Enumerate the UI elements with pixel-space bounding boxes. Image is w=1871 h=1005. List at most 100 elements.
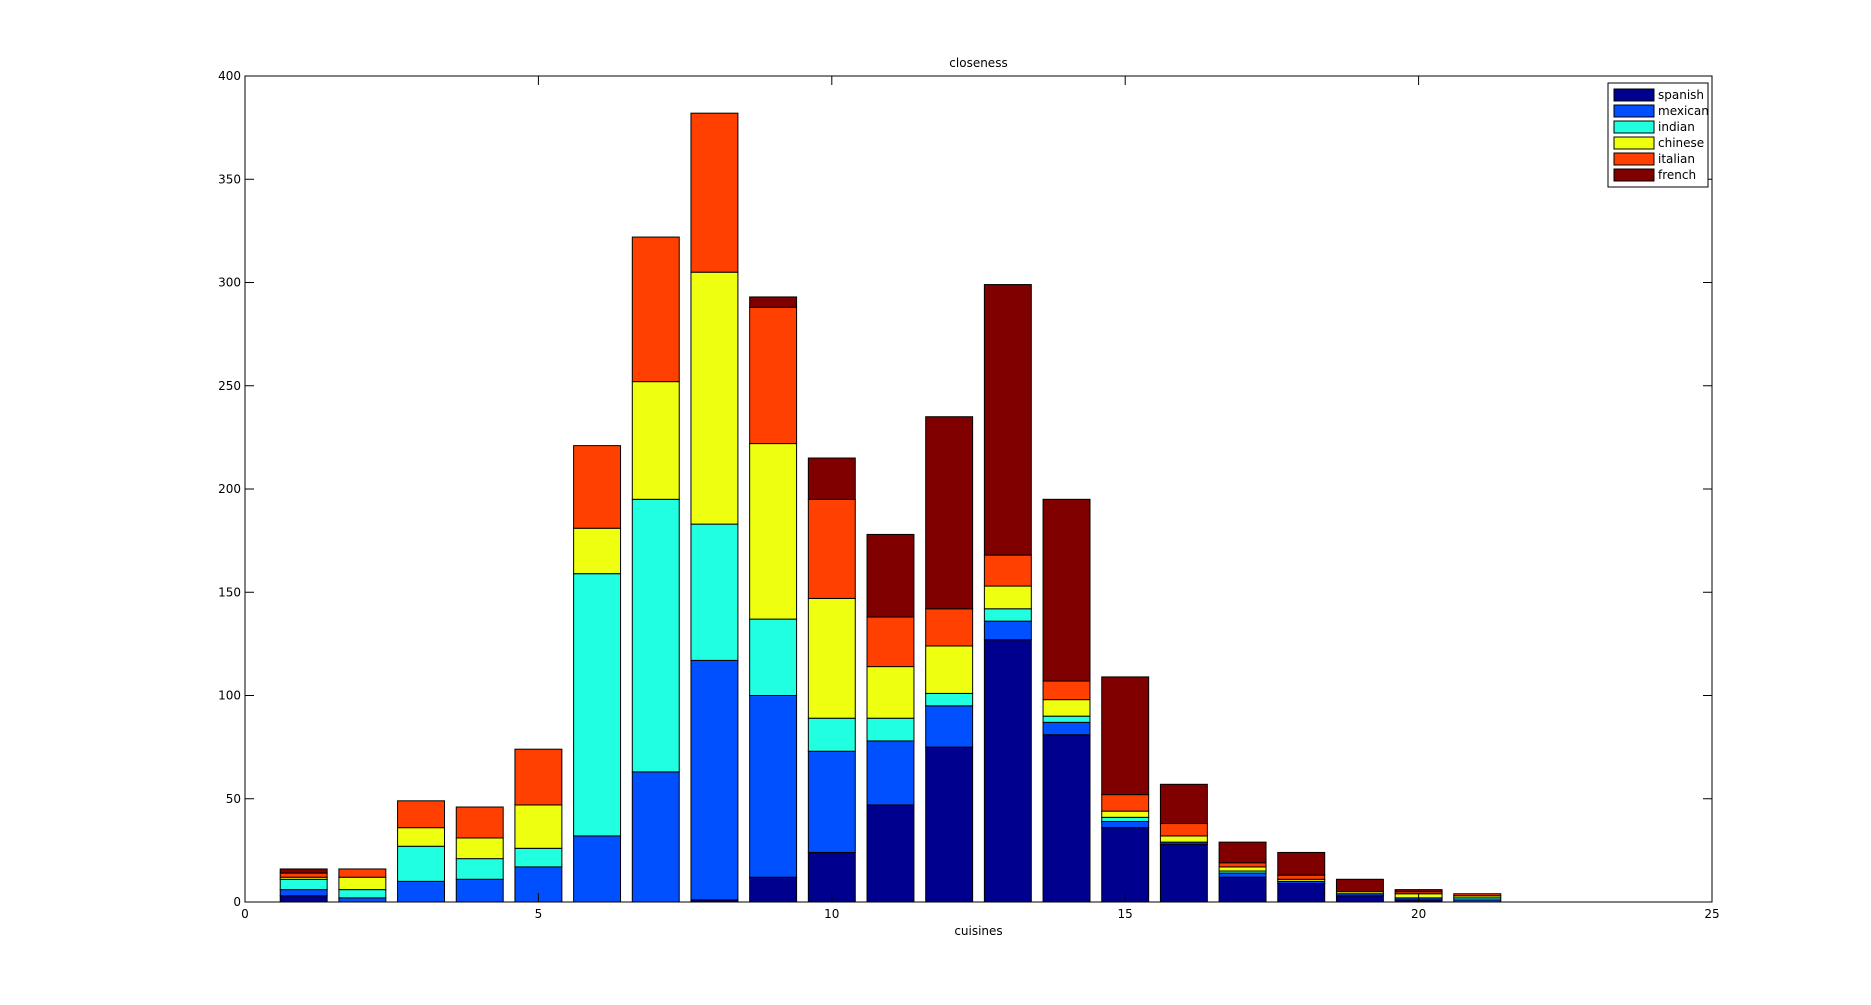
bar-segment-italian-x21: [1453, 893, 1502, 897]
legend-swatch-mexican: [1613, 104, 1655, 118]
bar-segment-indian-x13: [983, 608, 1032, 622]
x-tick-label: 10: [824, 907, 839, 921]
legend-swatch-italian: [1613, 152, 1655, 166]
bar-segment-mexican-x2: [338, 897, 387, 903]
bar-segment-indian-x7: [631, 498, 680, 773]
bar-segment-chinese-x12: [925, 645, 974, 694]
bar-segment-chinese-x11: [866, 666, 915, 719]
bar-segment-italian-x16: [1159, 823, 1208, 837]
bar-segment-indian-x3: [397, 845, 446, 882]
bar-segment-spanish-x1: [279, 895, 328, 903]
bar-segment-italian-x8: [690, 112, 739, 273]
bar-segment-spanish-x13: [983, 639, 1032, 903]
bar-segment-french-x10: [807, 457, 856, 500]
y-tick-label: 150: [218, 585, 241, 599]
bar-segment-chinese-x10: [807, 597, 856, 719]
bars-layer: [279, 112, 1502, 903]
bar-segment-italian-x7: [631, 236, 680, 383]
bar-segment-french-x19: [1335, 878, 1384, 893]
bar-segment-italian-x1: [279, 872, 328, 878]
bar-segment-indian-x1: [279, 878, 328, 891]
bar-segment-french-x18: [1277, 851, 1326, 876]
bar-segment-italian-x15: [1101, 794, 1150, 812]
x-tick-label: 15: [1118, 907, 1133, 921]
y-tick-label: 200: [218, 482, 241, 496]
legend-label-spanish: spanish: [1658, 88, 1704, 102]
bar-segment-mexican-x12: [925, 705, 974, 748]
bar-segment-spanish-x16: [1159, 843, 1208, 903]
bar-segment-italian-x11: [866, 616, 915, 668]
x-tick-label: 25: [1704, 907, 1719, 921]
bar-segment-mexican-x7: [631, 771, 680, 903]
bar-segment-chinese-x3: [397, 827, 446, 847]
bar-segment-mexican-x13: [983, 620, 1032, 641]
bar-segment-chinese-x16: [1159, 835, 1208, 843]
bar-segment-chinese-x9: [749, 443, 798, 620]
bar-segment-indian-x8: [690, 523, 739, 661]
bar-segment-spanish-x17: [1218, 876, 1267, 903]
bar-segment-indian-x2: [338, 889, 387, 899]
legend-label-italian: italian: [1658, 152, 1695, 166]
bar-segment-french-x11: [866, 533, 915, 618]
bar-segment-mexican-x9: [749, 695, 798, 878]
bar-segment-mexican-x11: [866, 740, 915, 806]
y-tick-label: 0: [233, 895, 241, 909]
legend-swatch-chinese: [1613, 136, 1655, 150]
bar-segment-spanish-x14: [1042, 734, 1091, 903]
x-axis-title: cuisines: [954, 924, 1002, 938]
bar-segment-indian-x11: [866, 717, 915, 742]
chart-title: closeness: [949, 56, 1007, 70]
legend: spanish mexican indian chinese italian french: [1607, 82, 1709, 188]
bar-segment-french-x16: [1159, 783, 1208, 825]
bar-segment-indian-x5: [514, 847, 563, 868]
legend-label-french: french: [1658, 168, 1696, 182]
bar-segment-mexican-x1: [279, 889, 328, 897]
y-tick-label: 400: [218, 69, 241, 83]
bar-segment-mexican-x4: [455, 878, 504, 903]
bar-segment-indian-x15: [1101, 816, 1150, 822]
y-tick-label: 350: [218, 172, 241, 186]
bar-segment-italian-x6: [573, 445, 622, 529]
bar-segment-chinese-x13: [983, 585, 1032, 610]
legend-label-mexican: mexican: [1658, 104, 1709, 118]
bar-segment-chinese-x2: [338, 876, 387, 891]
legend-swatch-spanish: [1613, 88, 1655, 102]
bar-segment-mexican-x8: [690, 659, 739, 901]
bar-segment-mexican-x14: [1042, 721, 1091, 736]
x-tick-label: 0: [241, 907, 249, 921]
bar-segment-italian-x5: [514, 748, 563, 806]
bar-segment-chinese-x4: [455, 837, 504, 860]
bar-segment-italian-x3: [397, 800, 446, 829]
bar-segment-italian-x4: [455, 806, 504, 839]
y-tick-label: 100: [218, 689, 241, 703]
bar-segment-chinese-x14: [1042, 699, 1091, 717]
x-tick-label: 20: [1411, 907, 1426, 921]
y-tick-label: 50: [226, 792, 241, 806]
y-tick-label: 250: [218, 379, 241, 393]
bar-segment-french-x9: [749, 296, 798, 308]
bar-segment-mexican-x15: [1101, 820, 1150, 829]
legend-swatch-french: [1613, 168, 1655, 182]
bar-segment-italian-x12: [925, 608, 974, 647]
bar-segment-italian-x17: [1218, 862, 1267, 868]
legend-swatch-indian: [1613, 120, 1655, 134]
bar-segment-french-x14: [1042, 498, 1091, 682]
bar-segment-french-x15: [1101, 676, 1150, 796]
bar-segment-french-x20: [1394, 889, 1443, 893]
bar-segment-mexican-x3: [397, 880, 446, 903]
bar-segment-indian-x6: [573, 573, 622, 837]
legend-label-chinese: chinese: [1658, 136, 1704, 150]
bar-segment-spanish-x12: [925, 746, 974, 903]
bar-segment-chinese-x15: [1101, 810, 1150, 818]
bar-segment-spanish-x19: [1335, 895, 1384, 903]
bar-segment-chinese-x8: [690, 271, 739, 525]
bar-segment-italian-x10: [807, 498, 856, 599]
bar-segment-indian-x14: [1042, 715, 1091, 723]
bar-segment-french-x17: [1218, 841, 1267, 864]
bar-segment-chinese-x6: [573, 527, 622, 575]
legend-label-indian: indian: [1658, 120, 1695, 134]
bar-segment-chinese-x7: [631, 381, 680, 500]
